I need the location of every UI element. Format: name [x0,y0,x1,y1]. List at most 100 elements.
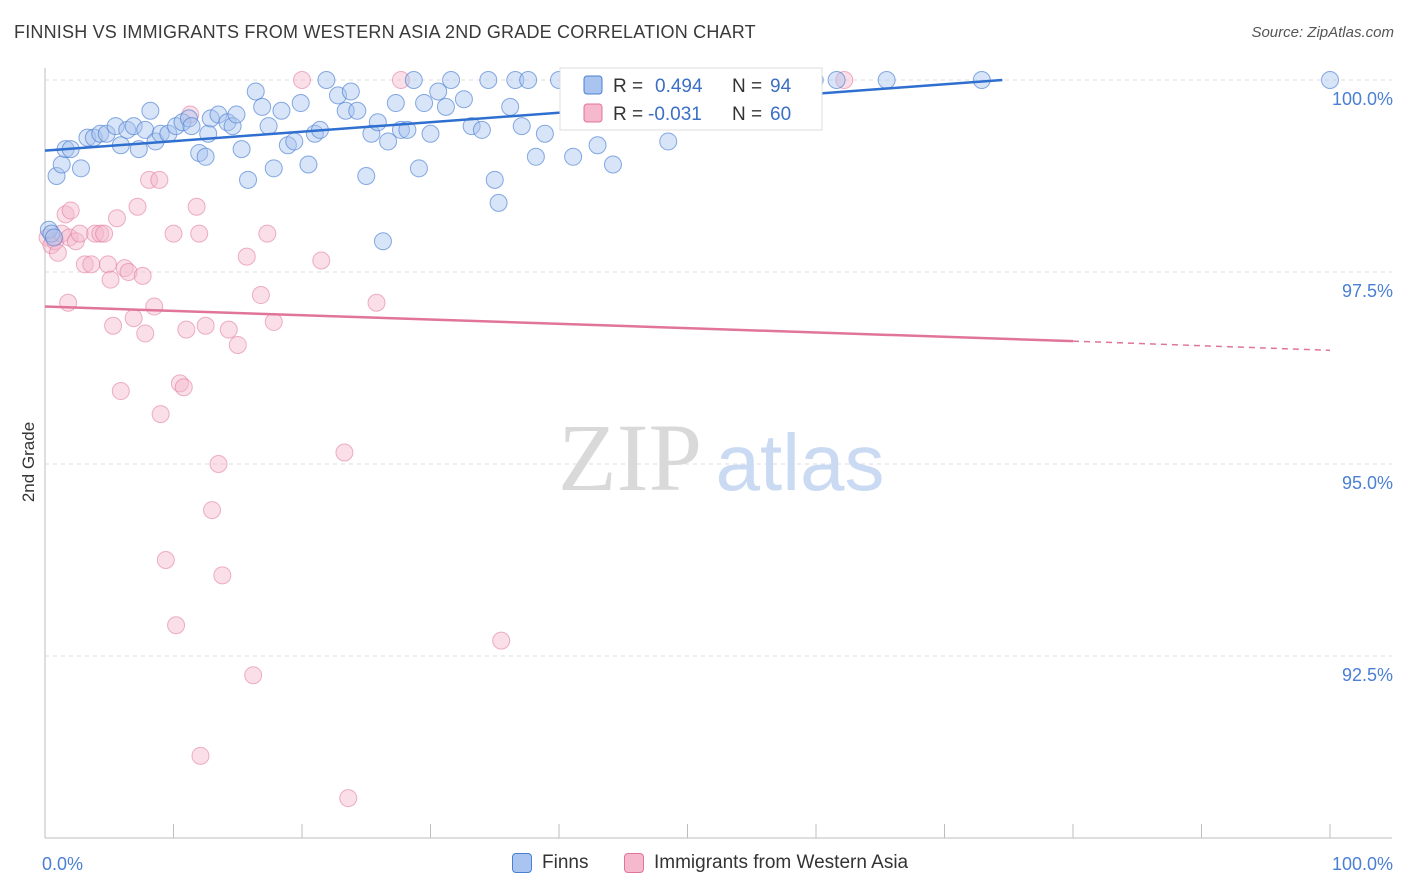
axis-layer: 92.5% 95.0% 97.5% 100.0% 0.0% 100.0% [42,68,1393,874]
point-finns-51 [348,101,367,120]
legend-swatch-western-asia [624,853,644,873]
point-wa-11 [75,255,94,274]
point-finns-40 [272,101,291,120]
point-finns-62 [415,94,434,113]
legend-n-value-wa: 60 [770,104,791,125]
chart-title: FINNISH VS IMMIGRANTS FROM WESTERN ASIA … [14,22,756,42]
point-finns-38 [259,117,278,136]
y-tick-label-2: 97.5% [1342,281,1393,301]
point-finns-71 [485,170,504,189]
points-western-asia [38,71,854,808]
point-finns-61 [409,159,428,178]
point-finns-44 [299,155,318,174]
point-finns-70 [479,71,498,89]
point-finns-27 [196,147,215,166]
x-tick-label-1: 100.0% [1332,854,1393,874]
point-wa-52 [312,251,331,270]
point-wa-48 [251,286,270,305]
point-wa-23 [124,309,143,328]
point-wa-22 [119,263,138,281]
point-wa-29 [150,170,169,189]
legend-n-label-finns: N = [732,76,762,97]
point-wa-59 [191,746,210,765]
point-finns-15 [124,117,143,136]
point-finns-66 [442,71,461,89]
point-finns-60 [404,71,423,89]
point-wa-42 [209,455,228,473]
point-wa-12 [82,255,101,274]
point-finns-82 [588,136,607,155]
point-finns-36 [246,82,265,101]
point-wa-35 [174,378,193,397]
trend-line-finns [44,78,1003,152]
grid-layer [45,79,1392,657]
point-finns-34 [232,140,251,159]
legend-label-finns: Finns [542,852,589,873]
point-finns-75 [512,117,531,136]
point-finns-52 [357,167,376,185]
point-finns-78 [535,124,554,143]
point-finns-54 [368,113,387,132]
point-wa-40 [196,316,215,335]
point-wa-32 [164,224,183,243]
point-wa-16 [98,255,117,274]
point-wa-31 [156,551,175,569]
point-finns-2 [44,228,63,247]
point-wa-8 [61,201,80,220]
point-finns-72 [489,193,508,212]
point-wa-50 [264,312,283,331]
point-finns-39 [264,159,283,178]
point-finns-4 [52,155,71,174]
point-finns-69 [472,120,491,139]
point-finns-68 [462,117,481,136]
point-finns-12 [106,117,125,136]
point-finns-80 [564,147,583,166]
point-wa-51 [293,71,311,89]
point-finns-17 [136,120,155,139]
y-axis-label: 2nd Grade [19,422,38,502]
point-wa-19 [107,209,126,228]
legend-item-finns: Finns [512,852,588,874]
point-wa-44 [219,320,238,339]
point-wa-36 [177,320,196,339]
point-wa-38 [187,197,206,216]
watermark: ZIP atlas [558,404,884,511]
trend-line-wa-extension [1072,340,1331,352]
point-finns-47 [317,71,336,89]
point-wa-57 [492,631,511,650]
point-wa-10 [70,224,89,243]
point-wa-49 [258,224,277,243]
point-finns-18 [141,101,160,120]
point-finns-50 [341,82,360,101]
y-tick-label-3: 100.0% [1332,89,1393,109]
point-finns-74 [506,71,525,89]
y-axis-title: 2nd Grade [19,422,38,502]
point-finns-42 [285,132,304,151]
point-wa-46 [237,247,256,266]
point-finns-3 [47,167,66,185]
point-wa-27 [140,170,159,189]
trend-layer [44,78,1331,352]
source-label: Source: ZipAtlas.com [1251,24,1394,41]
point-wa-28 [145,297,164,316]
point-finns-37 [253,97,272,116]
point-finns-85 [659,132,678,151]
point-finns-35 [239,170,258,189]
point-finns-43 [291,94,310,113]
point-finns-32 [223,117,242,136]
point-finns-65 [436,97,455,116]
point-finns-91 [877,71,896,89]
point-finns-83 [603,155,622,174]
point-wa-30 [151,405,170,424]
legend-item-western-asia: Immigrants from Western Asia [624,852,908,874]
point-wa-18 [104,316,123,335]
point-finns-25 [182,117,201,136]
point-wa-24 [128,197,147,216]
point-wa-41 [203,501,222,520]
point-finns-11 [97,124,116,143]
legend-box [559,67,823,131]
point-finns-67 [454,90,473,109]
y-tick-label-0: 92.5% [1342,665,1393,685]
watermark-zip: ZIP [558,404,702,511]
point-finns-64 [429,82,448,101]
